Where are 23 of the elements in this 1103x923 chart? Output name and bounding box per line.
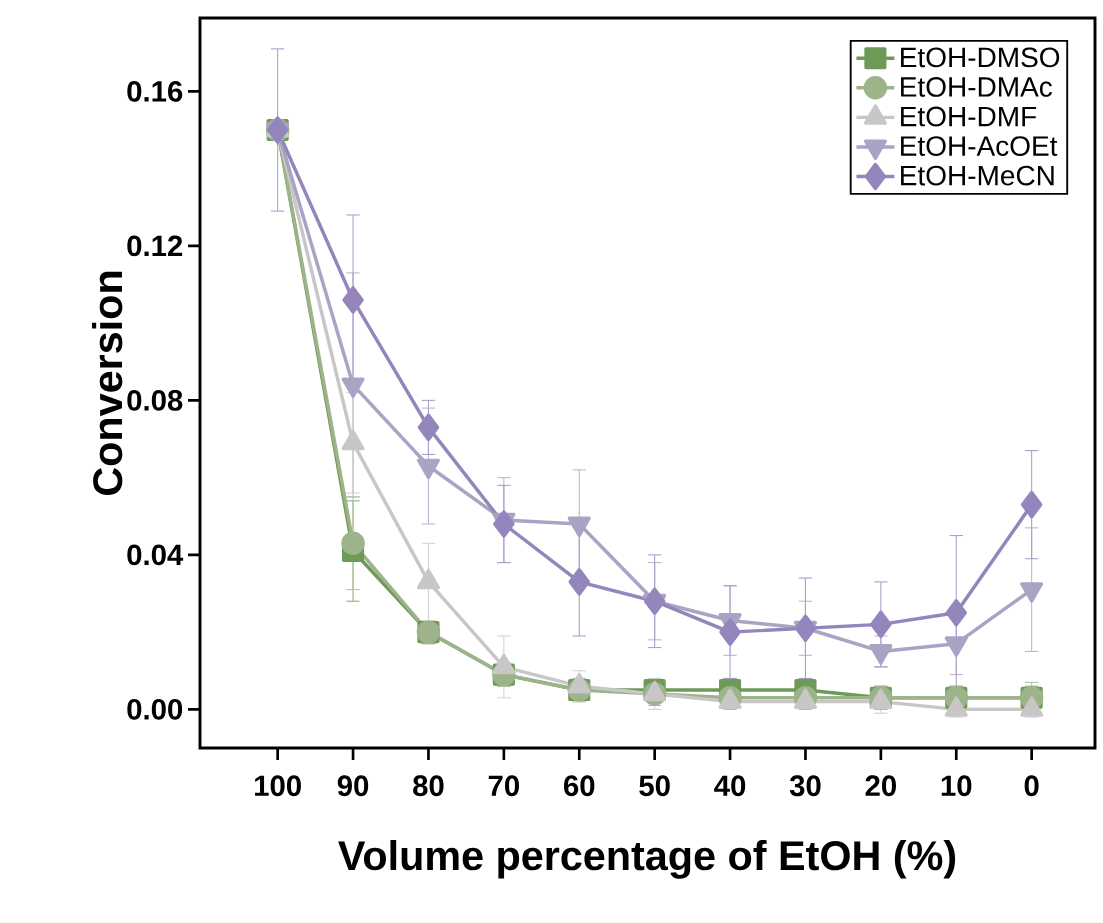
x-tick-label: 10 bbox=[941, 775, 972, 797]
y-tick-label: 0.08 bbox=[127, 389, 183, 411]
legend-label: EtOH-DMAc bbox=[901, 77, 1053, 97]
x-tick-label: 40 bbox=[714, 775, 746, 797]
legend-label: EtOH-DMSO bbox=[901, 47, 1060, 68]
x-tick-label: 0 bbox=[1024, 775, 1039, 797]
x-tick-label: 80 bbox=[413, 775, 444, 797]
x-tick-label: 60 bbox=[564, 775, 595, 797]
legend-label: EtOH-DMF bbox=[901, 106, 1037, 127]
x-tick-label: 20 bbox=[865, 775, 896, 797]
y-tick-label: 0.12 bbox=[127, 235, 183, 257]
legend-label: EtOH-MeCN bbox=[901, 165, 1054, 186]
y-axis-title: Conversion bbox=[92, 271, 123, 495]
y-tick-label: 0.16 bbox=[127, 80, 183, 102]
x-axis-title: Volume percentage of EtOH (%) bbox=[338, 839, 956, 879]
x-tick-label: 50 bbox=[639, 775, 670, 797]
x-tick-label: 30 bbox=[789, 775, 821, 797]
x-tick-label: 70 bbox=[488, 775, 519, 797]
y-tick-label: 0.04 bbox=[127, 544, 184, 566]
x-tick-label: 90 bbox=[337, 775, 369, 797]
legend-label: EtOH-AcOEt bbox=[901, 136, 1058, 156]
y-tick-label: 0.00 bbox=[127, 698, 183, 720]
x-tick-label: 100 bbox=[255, 775, 301, 797]
